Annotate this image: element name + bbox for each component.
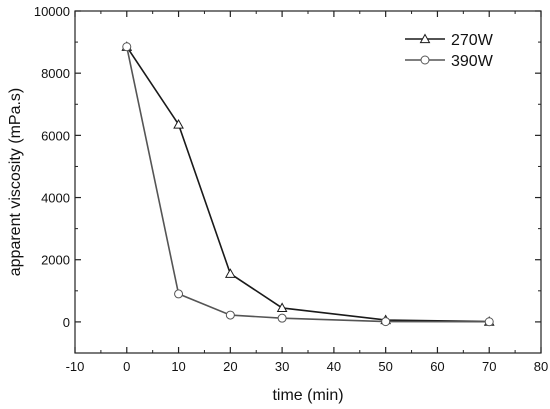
y-tick-label: 6000: [41, 128, 70, 143]
triangle-marker: [173, 118, 184, 129]
series-270w: [121, 41, 495, 326]
y-tick-label: 10000: [34, 4, 70, 19]
axis-ticks: [74, 10, 542, 354]
legend-item: 390W: [405, 53, 494, 70]
x-tick-label: 40: [327, 359, 341, 374]
legend: 270W 390W: [405, 32, 494, 70]
legend-triangle-marker: [419, 33, 431, 44]
y-axis-title: apparent viscosity (mPa.s): [7, 88, 24, 277]
circle-marker: [225, 310, 235, 320]
legend-item: 270W: [405, 32, 494, 49]
x-tick-label: 60: [430, 359, 444, 374]
y-tick-label: 8000: [41, 66, 70, 81]
x-tick-label: 30: [275, 359, 289, 374]
y-tick-label: 2000: [41, 253, 70, 268]
triangle-marker: [276, 302, 288, 313]
circle-marker: [484, 317, 494, 327]
series-line: [126, 46, 490, 323]
x-tick-label: 70: [482, 359, 496, 374]
circle-marker: [122, 42, 132, 52]
x-tick-label: 80: [534, 359, 548, 374]
triangle-marker: [224, 268, 236, 278]
legend-label: 390W: [451, 53, 494, 70]
circle-marker: [277, 313, 287, 323]
y-tick-label: 4000: [41, 191, 70, 206]
series-line: [125, 46, 490, 323]
y-tick-label: 0: [63, 315, 70, 330]
axis-tick-labels: -10 0 10 20 30 40 50 60 70 80 0 2000 4000 6000 8000 100…: [34, 4, 548, 374]
x-tick-label: -10: [66, 359, 85, 374]
x-tick-label: 50: [378, 359, 392, 374]
x-tick-label: 0: [123, 359, 130, 374]
x-axis-title: time (min): [272, 387, 343, 404]
x-tick-label: 10: [171, 359, 185, 374]
circle-marker: [174, 289, 184, 299]
series-390w: [122, 42, 494, 327]
series-layer: [121, 41, 495, 327]
legend-label: 270W: [451, 32, 494, 49]
circle-marker: [381, 317, 391, 327]
legend-circle-marker: [420, 55, 430, 65]
x-tick-label: 20: [223, 359, 237, 374]
